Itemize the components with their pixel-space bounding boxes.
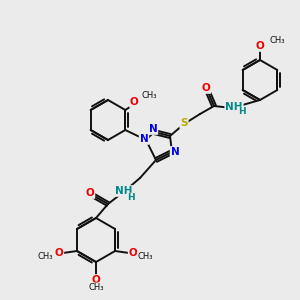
- Text: O: O: [256, 41, 264, 51]
- Text: H: H: [127, 194, 135, 202]
- Text: O: O: [92, 275, 100, 285]
- Text: O: O: [85, 188, 94, 198]
- Text: S: S: [180, 118, 188, 128]
- Text: H: H: [238, 107, 246, 116]
- Text: N: N: [171, 147, 179, 157]
- Text: CH₃: CH₃: [37, 252, 53, 261]
- Text: N: N: [140, 134, 148, 144]
- Text: CH₃: CH₃: [88, 283, 104, 292]
- Text: CH₃: CH₃: [269, 36, 284, 45]
- Text: CH₃: CH₃: [141, 91, 157, 100]
- Text: O: O: [202, 83, 210, 93]
- Text: CH₃: CH₃: [137, 252, 153, 261]
- Text: O: O: [55, 248, 63, 258]
- Text: O: O: [129, 248, 137, 258]
- Text: NH: NH: [225, 102, 243, 112]
- Text: O: O: [130, 97, 139, 107]
- Text: N: N: [148, 124, 158, 134]
- Text: NH: NH: [115, 186, 133, 196]
